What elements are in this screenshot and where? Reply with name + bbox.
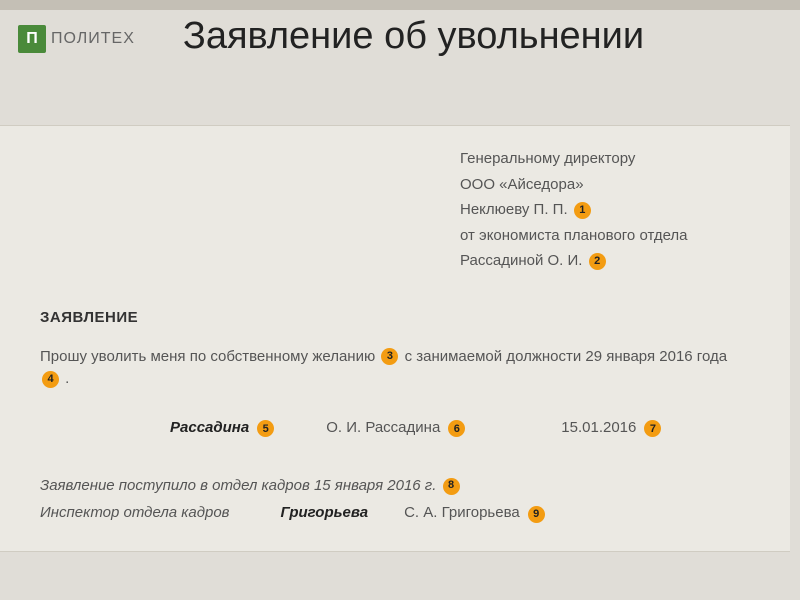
addressee-line1: Генеральному директору (460, 146, 750, 172)
logo-icon: П (18, 25, 46, 53)
signature-row: Рассадина 5 О. И. Рассадина 6 15.01.2016… (170, 419, 750, 438)
addressee-line3: Неклюеву П. П. 1 (460, 197, 750, 223)
inspector-label: Инспектор отдела кадров (40, 499, 230, 526)
signature-name: О. И. Рассадина (326, 419, 440, 436)
marker-9: 9 (528, 506, 545, 523)
body-part2: с занимаемой должности 29 января 2016 го… (405, 348, 728, 365)
section-title: ЗАЯВЛЕНИЕ (40, 309, 750, 326)
logo: П ПОЛИТЕХ (18, 25, 135, 53)
page-title: Заявление об увольнении (183, 15, 644, 59)
footer-block: Заявление поступило в отдел кадров 15 ян… (40, 472, 750, 526)
inspector-name: С. А. Григорьева (404, 499, 520, 526)
marker-4: 4 (42, 371, 59, 388)
inspector-signature: Григорьева (281, 499, 369, 526)
addressee-line2: ООО «Айседора» (460, 172, 750, 198)
body-text: Прошу уволить меня по собственному желан… (40, 346, 750, 391)
addressee-block: Генеральному директору ООО «Айседора» Не… (460, 146, 750, 274)
footer-received-text: Заявление поступило в отдел кадров 15 ян… (40, 477, 436, 494)
document-body: Генеральному директору ООО «Айседора» Не… (0, 125, 790, 552)
addressee-name1: Неклюеву П. П. (460, 201, 568, 218)
footer-inspector-row: Инспектор отдела кадров Григорьева С. А.… (40, 499, 750, 526)
marker-6: 6 (448, 420, 465, 437)
signature-handwritten: Рассадина (170, 419, 249, 436)
body-part1: Прошу уволить меня по собственному желан… (40, 348, 375, 365)
marker-7: 7 (644, 420, 661, 437)
marker-5: 5 (257, 420, 274, 437)
footer-received: Заявление поступило в отдел кадров 15 ян… (40, 472, 750, 499)
marker-2: 2 (589, 253, 606, 270)
addressee-line5: Рассадиной О. И. 2 (460, 248, 750, 274)
addressee-name2: Рассадиной О. И. (460, 252, 582, 269)
marker-3: 3 (381, 348, 398, 365)
top-bar (0, 0, 800, 10)
addressee-line4: от экономиста планового отдела (460, 223, 750, 249)
logo-text: ПОЛИТЕХ (51, 30, 135, 48)
marker-1: 1 (574, 202, 591, 219)
header: П ПОЛИТЕХ Заявление об увольнении (0, 10, 800, 125)
body-part3: . (65, 370, 69, 387)
marker-8: 8 (443, 478, 460, 495)
signature-date: 15.01.2016 (561, 419, 636, 436)
